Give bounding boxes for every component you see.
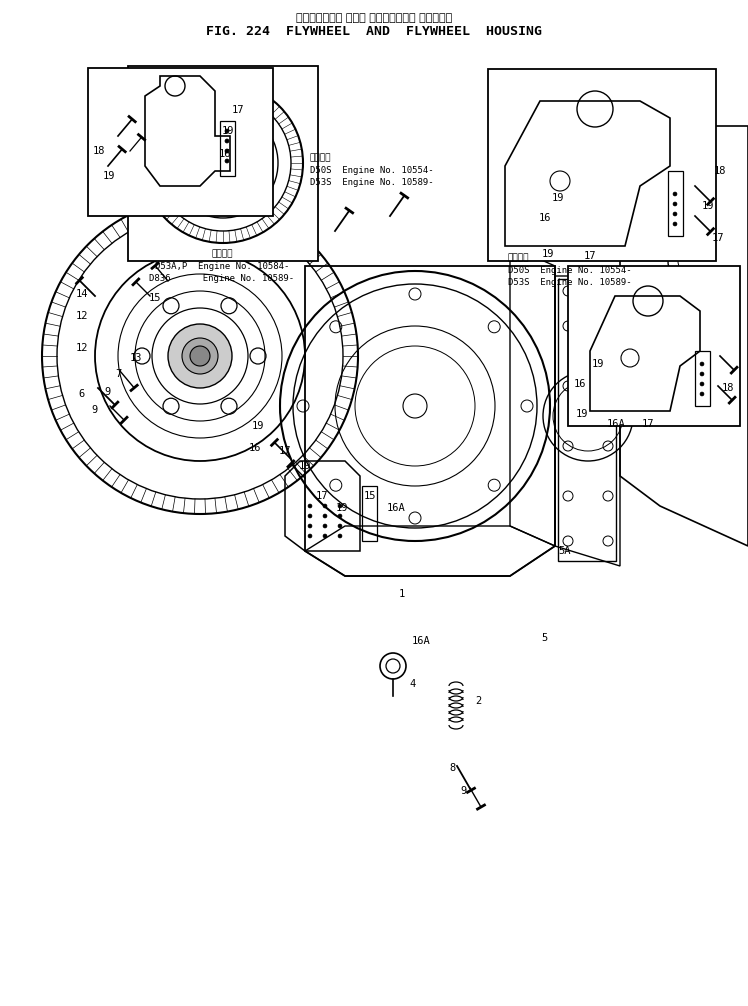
- Bar: [88, 68, 273, 216]
- Circle shape: [225, 129, 229, 133]
- Circle shape: [205, 145, 241, 181]
- Text: 16: 16: [249, 443, 261, 453]
- Circle shape: [225, 159, 229, 163]
- Text: 19: 19: [102, 171, 115, 181]
- Circle shape: [700, 372, 704, 376]
- Circle shape: [213, 153, 233, 173]
- Text: 17: 17: [279, 446, 291, 456]
- Text: 適用年式: 適用年式: [310, 154, 331, 163]
- Circle shape: [308, 514, 312, 518]
- Text: 12: 12: [76, 311, 88, 321]
- Text: D50S  Engine No. 10554-: D50S Engine No. 10554-: [310, 166, 434, 174]
- Bar: [362, 486, 377, 541]
- Text: 9: 9: [92, 405, 98, 415]
- Bar: [128, 66, 318, 261]
- Circle shape: [338, 504, 342, 508]
- Bar: [668, 171, 683, 236]
- Text: 4: 4: [410, 679, 416, 689]
- Text: 15: 15: [149, 293, 162, 303]
- Circle shape: [225, 149, 229, 153]
- Bar: [558, 279, 616, 561]
- Text: 1: 1: [399, 589, 405, 599]
- Circle shape: [338, 514, 342, 518]
- Text: 17: 17: [583, 252, 596, 261]
- Text: D50S  Engine No. 10554-: D50S Engine No. 10554-: [508, 266, 631, 275]
- Circle shape: [403, 394, 427, 418]
- Text: 19: 19: [298, 461, 311, 471]
- Circle shape: [673, 202, 677, 206]
- Bar: [220, 121, 235, 176]
- Text: 19: 19: [552, 193, 564, 203]
- Text: D836      Engine No. 10589-: D836 Engine No. 10589-: [150, 274, 295, 283]
- Text: 16: 16: [574, 379, 586, 389]
- Text: 13: 13: [129, 353, 142, 363]
- Text: 18: 18: [722, 383, 735, 393]
- Text: 17: 17: [642, 420, 654, 429]
- Circle shape: [700, 392, 704, 396]
- Text: 18: 18: [714, 166, 726, 176]
- Text: 19: 19: [592, 359, 604, 369]
- Circle shape: [673, 212, 677, 216]
- Bar: [695, 351, 710, 406]
- Text: 19: 19: [336, 503, 349, 513]
- Circle shape: [323, 514, 327, 518]
- Text: D53S  Engine No. 10589-: D53S Engine No. 10589-: [310, 177, 434, 186]
- Bar: [488, 69, 716, 261]
- Text: 5: 5: [541, 633, 547, 643]
- Text: 9: 9: [461, 786, 467, 796]
- Text: 19: 19: [576, 409, 588, 420]
- Text: 16A: 16A: [411, 636, 430, 646]
- Text: 19: 19: [221, 126, 234, 136]
- Text: 19: 19: [702, 201, 714, 211]
- Text: 適用年式: 適用年式: [508, 254, 530, 263]
- Text: 15: 15: [364, 491, 376, 501]
- Text: 16A: 16A: [607, 420, 625, 429]
- Circle shape: [308, 524, 312, 528]
- Circle shape: [323, 534, 327, 538]
- Text: D53S  Engine No. 10589-: D53S Engine No. 10589-: [508, 278, 631, 287]
- Bar: [568, 266, 740, 426]
- Text: 6: 6: [79, 389, 85, 399]
- Text: 18: 18: [93, 146, 105, 156]
- Circle shape: [700, 382, 704, 386]
- Text: 19: 19: [252, 421, 264, 431]
- Circle shape: [308, 504, 312, 508]
- Text: 2: 2: [475, 696, 481, 706]
- Text: 8: 8: [450, 763, 456, 773]
- Text: FIG. 224  FLYWHEEL  AND  FLYWHEEL  HOUSING: FIG. 224 FLYWHEEL AND FLYWHEEL HOUSING: [206, 24, 542, 37]
- Circle shape: [673, 192, 677, 196]
- Text: 5A: 5A: [559, 546, 571, 556]
- Text: 適用年式: 適用年式: [211, 249, 233, 259]
- Text: 16: 16: [218, 149, 231, 159]
- Circle shape: [225, 139, 229, 143]
- Circle shape: [700, 362, 704, 366]
- Circle shape: [308, 534, 312, 538]
- Circle shape: [168, 324, 232, 388]
- Text: 9: 9: [105, 387, 111, 397]
- Circle shape: [338, 524, 342, 528]
- Circle shape: [673, 222, 677, 226]
- Text: 19: 19: [542, 249, 554, 259]
- Circle shape: [323, 524, 327, 528]
- Circle shape: [338, 534, 342, 538]
- Text: 12: 12: [76, 343, 88, 353]
- Text: D53A,P  Engine No. 10584-: D53A,P Engine No. 10584-: [155, 262, 289, 271]
- Circle shape: [182, 338, 218, 374]
- Circle shape: [323, 504, 327, 508]
- Text: フライホイール および フライホイール ハウジング: フライホイール および フライホイール ハウジング: [296, 13, 452, 23]
- Text: 17: 17: [232, 105, 245, 115]
- Text: 16A: 16A: [387, 503, 405, 513]
- Text: 17: 17: [316, 491, 328, 501]
- Text: 16: 16: [539, 213, 551, 223]
- Text: 17: 17: [712, 233, 724, 243]
- Circle shape: [190, 346, 210, 366]
- Text: 7: 7: [115, 369, 121, 379]
- Text: 14: 14: [76, 289, 88, 299]
